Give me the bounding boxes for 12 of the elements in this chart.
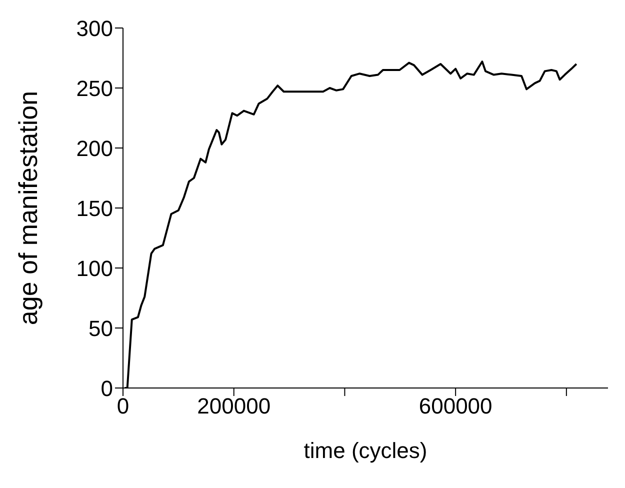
y-tick-label: 150 bbox=[76, 196, 113, 221]
y-axis-title: age of manifestation bbox=[13, 90, 44, 326]
y-tick-label: 0 bbox=[100, 376, 113, 401]
y-tick-label: 300 bbox=[76, 16, 113, 41]
x-tick-label: 600000 bbox=[418, 394, 492, 419]
x-axis-title: time (cycles) bbox=[304, 438, 428, 463]
y-tick-label: 50 bbox=[88, 316, 113, 341]
y-tick-label: 250 bbox=[76, 76, 113, 101]
x-tick-label: 0 bbox=[116, 394, 130, 419]
y-tick-label: 100 bbox=[76, 256, 113, 281]
y-tick-label: 200 bbox=[76, 136, 113, 161]
x-tick-label: 200000 bbox=[197, 394, 271, 419]
